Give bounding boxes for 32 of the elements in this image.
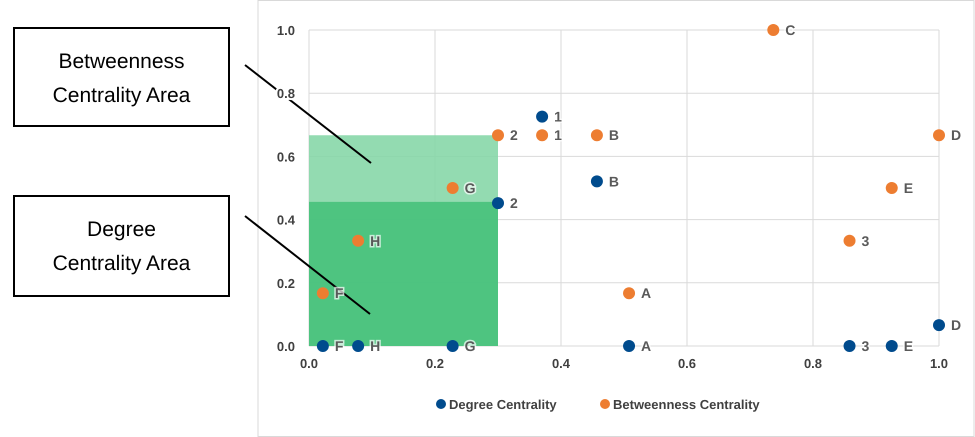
annotation: B xyxy=(608,127,620,144)
annotation: C xyxy=(785,22,796,38)
x-tick-label: 0.8 xyxy=(804,356,822,371)
legend-label: Betweenness Centrality xyxy=(613,397,760,412)
annotation: D xyxy=(951,127,962,144)
x-tick-label: 0.6 xyxy=(678,356,696,371)
y-tick-label: 0.2 xyxy=(276,276,295,291)
annotation: 2 xyxy=(510,127,518,144)
annotation: 1 xyxy=(554,108,562,125)
annotation: 2 xyxy=(510,195,518,212)
x-tick-label: 1.0 xyxy=(930,356,948,371)
annotation: 3 xyxy=(862,232,870,249)
annotation: D xyxy=(951,317,962,334)
annotation: 3 xyxy=(862,338,870,354)
annotation: 1 xyxy=(554,127,562,144)
x-tick-label: 0.2 xyxy=(426,356,444,371)
y-tick-label: 0.4 xyxy=(276,212,296,228)
y-tick-label: 0.0 xyxy=(276,339,295,354)
text: Degree Centrality Area xyxy=(52,218,191,275)
annotation: A xyxy=(641,338,652,354)
y-tick-label: 0.6 xyxy=(276,149,295,164)
x-tick-label: 0.0 xyxy=(300,356,318,371)
annotation: E xyxy=(904,180,914,196)
annotation: G xyxy=(464,180,476,196)
annotation: B xyxy=(608,173,620,190)
annotation: E xyxy=(904,338,914,354)
x-tick-label: 0.4 xyxy=(552,356,571,371)
text: Betweenness Centrality Area xyxy=(52,50,191,107)
annotation: H xyxy=(370,232,380,249)
legend-label: Degree Centrality xyxy=(449,397,558,412)
annotation: A xyxy=(641,285,652,302)
y-tick-label: 1.0 xyxy=(276,23,295,38)
